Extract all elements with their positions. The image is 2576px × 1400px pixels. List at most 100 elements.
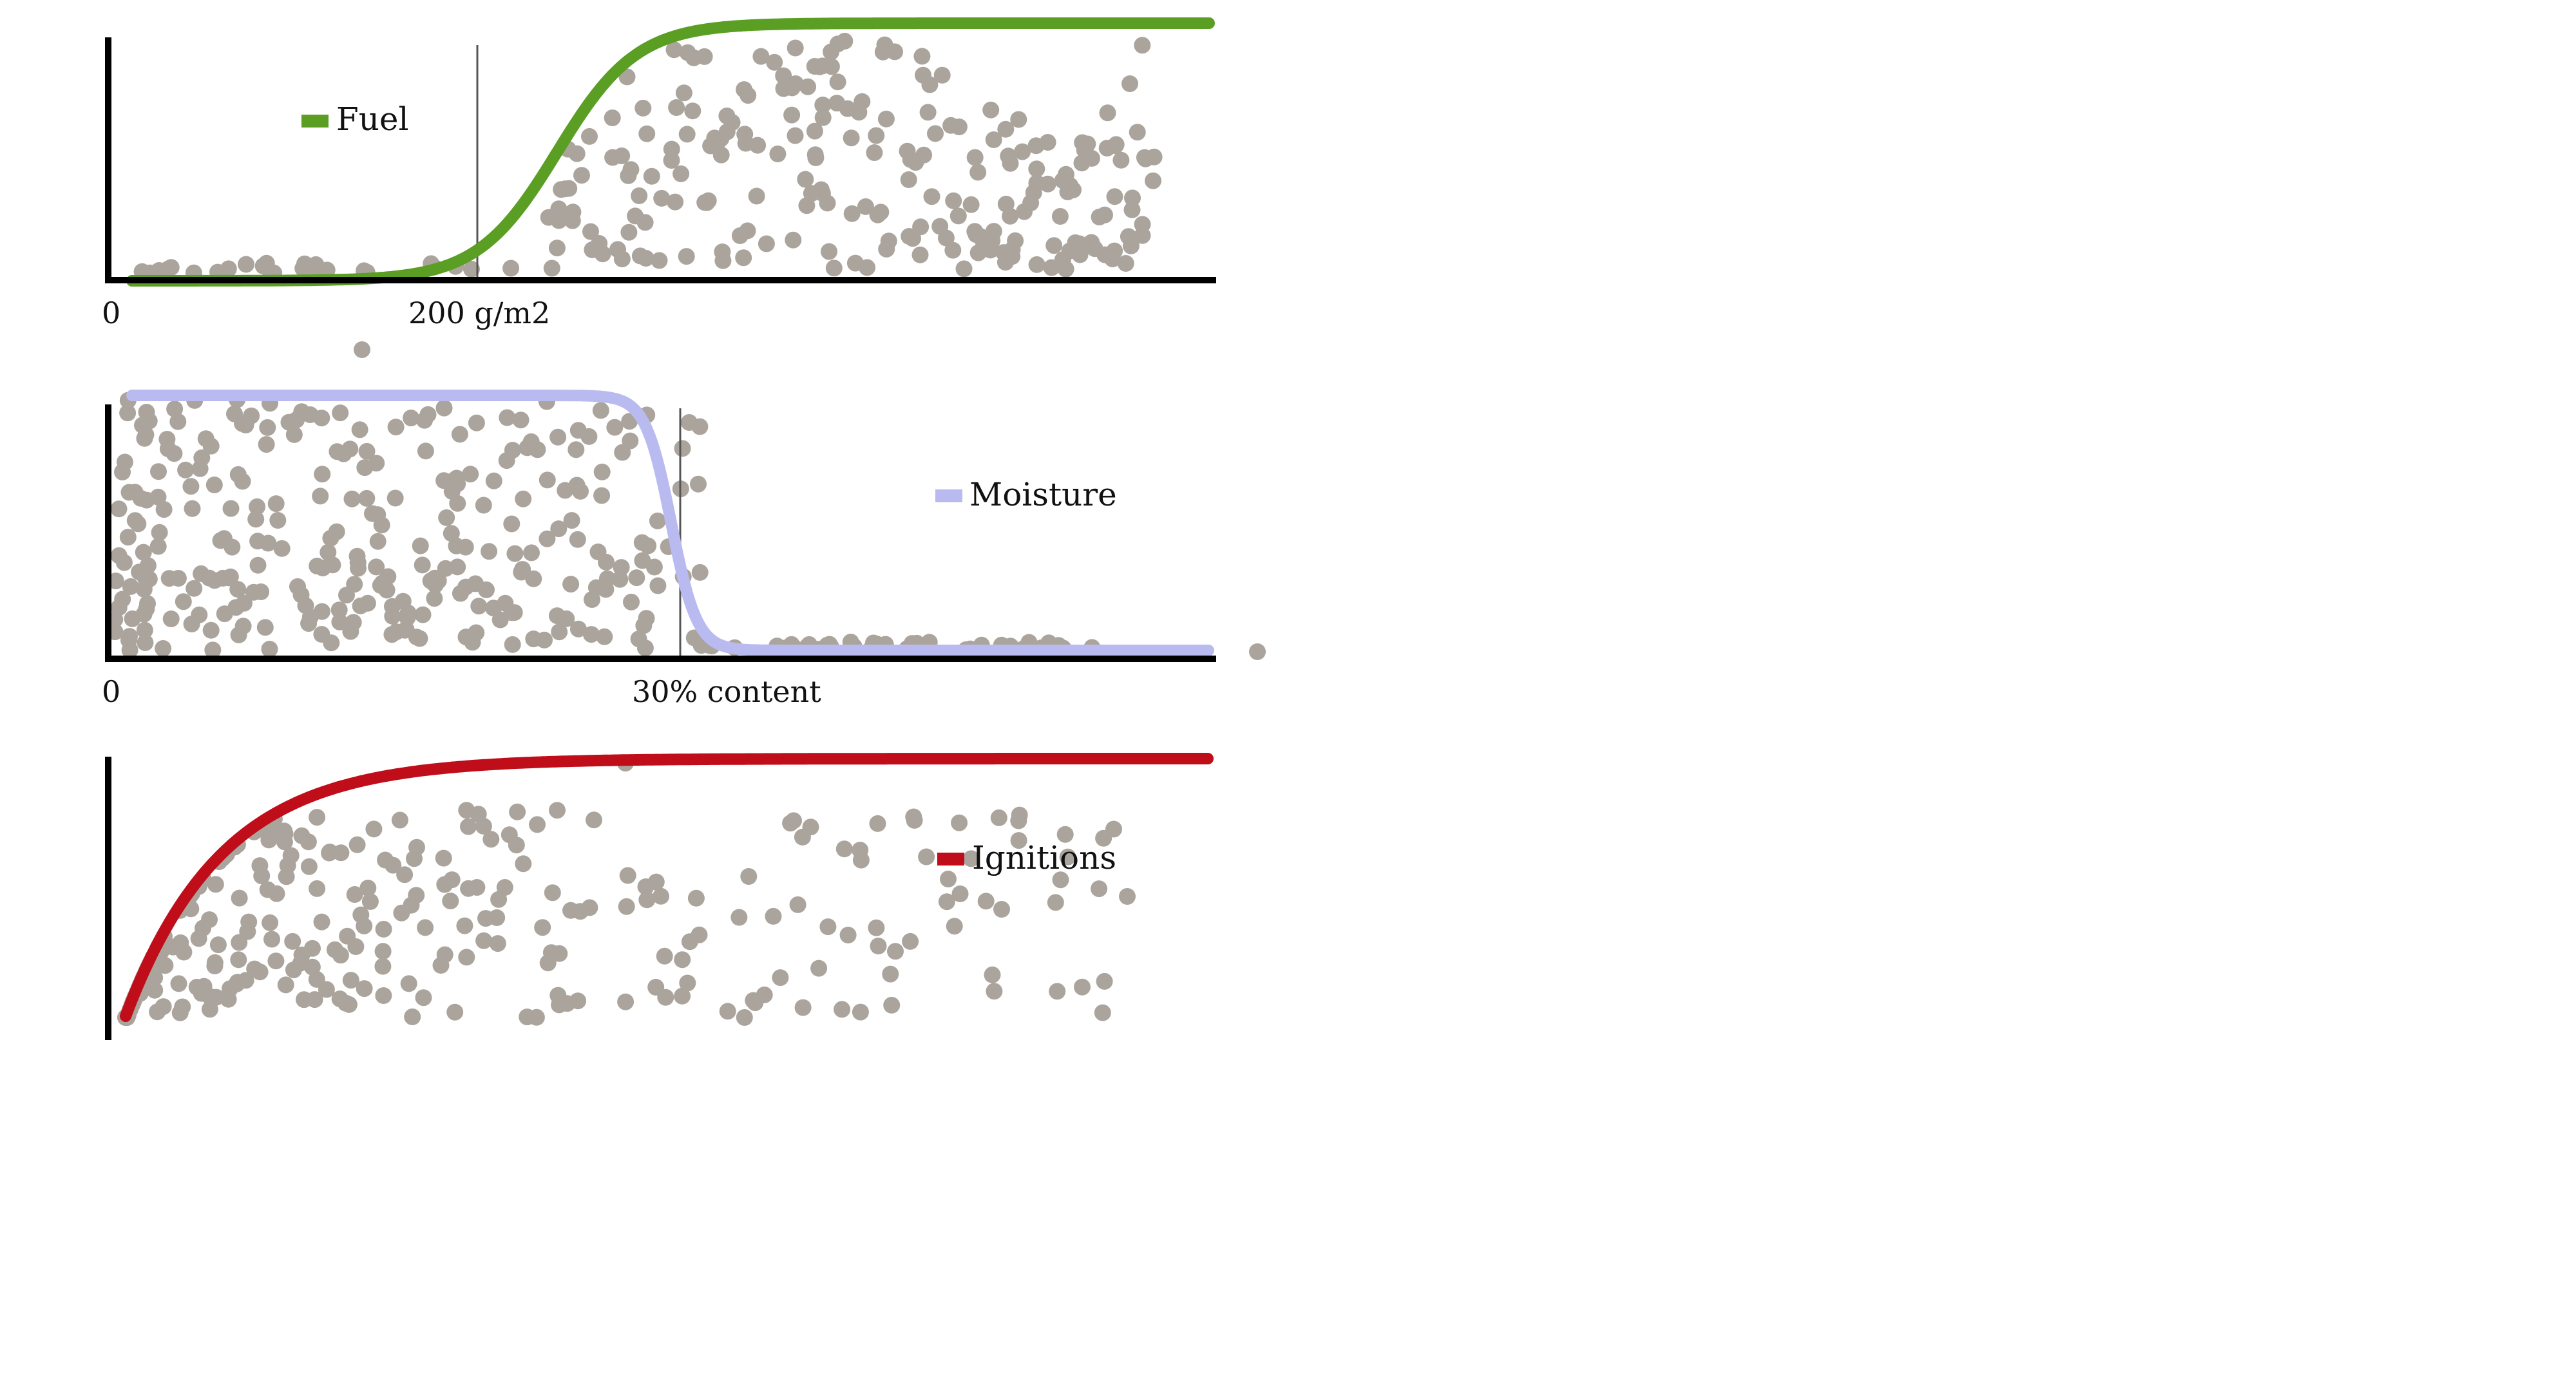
fuel-data-point	[663, 152, 680, 169]
moisture-data-point	[451, 426, 468, 443]
fuel-data-point	[1117, 255, 1134, 272]
ignitions-data-point	[460, 818, 477, 835]
ignitions-data-point	[309, 880, 326, 897]
moisture-data-point	[331, 613, 348, 630]
fuel-data-point	[829, 73, 846, 91]
ignitions-data-point	[509, 803, 526, 820]
moisture-data-point	[149, 538, 167, 555]
moisture-data-point	[177, 461, 195, 478]
moisture-data-point	[234, 415, 251, 432]
moisture-data-point	[124, 610, 141, 627]
ignitions-data-point	[356, 980, 373, 998]
ignitions-data-point	[432, 957, 450, 974]
ignitions-data-point	[586, 811, 602, 829]
fuel-data-point	[1134, 227, 1151, 244]
fuel-data-point	[550, 200, 568, 218]
ignitions-data-point	[296, 991, 312, 1008]
moisture-data-point	[649, 577, 667, 594]
ignitions-data-point	[674, 987, 691, 1005]
moisture-data-point	[630, 630, 647, 648]
fuel-data-point	[962, 196, 980, 213]
fuel-data-point	[1010, 111, 1027, 128]
fuel-data-point	[696, 194, 714, 211]
ignitions-data-point	[157, 957, 174, 974]
moisture-data-point	[258, 436, 275, 453]
fuel-data-point	[604, 149, 622, 166]
moisture-data-point	[114, 464, 131, 480]
fuel-data-point	[714, 252, 732, 269]
fuel-data-point	[543, 260, 560, 277]
moisture-data-point	[332, 404, 349, 422]
fuel-panel: Fuel 0 200 g/m2	[102, 17, 1216, 330]
moisture-data-point	[202, 621, 220, 639]
fuel-data-point	[1027, 137, 1045, 155]
ignitions-data-point	[772, 969, 789, 987]
fuel-data-point	[679, 44, 696, 61]
ignitions-data-point	[246, 960, 263, 978]
fuel-data-point	[966, 149, 984, 166]
moisture-data-point	[411, 630, 428, 647]
fuel-data-point	[911, 246, 929, 263]
ignitions-data-point	[534, 919, 551, 936]
ignitions-data-point	[835, 840, 853, 858]
ignitions-data-point	[528, 1008, 545, 1026]
moisture-data-point	[503, 515, 520, 533]
moisture-data-point	[548, 607, 566, 625]
ignitions-data-point	[887, 943, 904, 960]
moisture-data-point	[313, 603, 330, 620]
moisture-data-point	[481, 543, 498, 560]
fuel-scatter	[133, 32, 1163, 281]
fuel-data-point	[568, 145, 586, 162]
fuel-data-point	[877, 110, 895, 128]
ignitions-data-point	[883, 996, 901, 1014]
moisture-data-point	[358, 489, 376, 507]
moisture-data-point	[222, 568, 239, 585]
moisture-data-point	[184, 500, 201, 517]
fuel-data-point	[982, 101, 1000, 118]
ignitions-data-point	[691, 926, 708, 943]
ignitions-data-point	[400, 975, 417, 992]
moisture-data-point	[504, 636, 521, 653]
moisture-data-point	[569, 531, 586, 548]
fuel-data-point	[1106, 188, 1123, 205]
moisture-data-point	[628, 569, 645, 587]
ignitions-data-point	[230, 951, 247, 969]
ignitions-data-point	[300, 858, 318, 875]
ignitions-data-point	[1010, 832, 1027, 849]
ignitions-data-point	[852, 851, 870, 869]
moisture-data-point	[122, 578, 139, 595]
fuel-data-point	[758, 235, 775, 252]
moisture-data-point	[592, 402, 609, 419]
fuel-x-tick-0: 0	[102, 296, 120, 330]
ignitions-data-point	[456, 917, 473, 934]
moisture-data-point	[515, 490, 532, 507]
fuel-data-point	[846, 254, 864, 272]
moisture-scatter	[106, 341, 1266, 660]
fuel-data-point	[1124, 189, 1141, 207]
ignitions-data-point	[1119, 888, 1136, 905]
ignitions-data-point	[562, 902, 579, 919]
fuel-data-point	[673, 165, 690, 182]
fuel-data-point	[618, 68, 636, 86]
moisture-data-point	[569, 620, 587, 638]
fuel-data-point	[931, 218, 949, 235]
ignitions-data-point	[794, 999, 812, 1016]
ignitions-data-point	[346, 886, 363, 903]
ignitions-data-point	[962, 850, 980, 867]
fuel-data-point	[1007, 232, 1024, 249]
ignitions-data-point	[361, 893, 379, 910]
fuel-data-point	[653, 189, 671, 207]
moisture-data-point	[169, 413, 187, 430]
moisture-data-point	[138, 600, 155, 618]
moisture-data-point	[136, 430, 153, 447]
moisture-data-point	[539, 530, 556, 547]
moisture-data-point	[512, 411, 530, 429]
fuel-data-point	[868, 127, 885, 144]
moisture-data-point	[611, 571, 629, 588]
ignitions-scatter	[117, 755, 1136, 1026]
fuel-data-point	[638, 125, 656, 142]
fuel-data-point	[969, 164, 987, 181]
fuel-data-point	[564, 212, 581, 229]
fuel-data-point	[843, 129, 860, 147]
